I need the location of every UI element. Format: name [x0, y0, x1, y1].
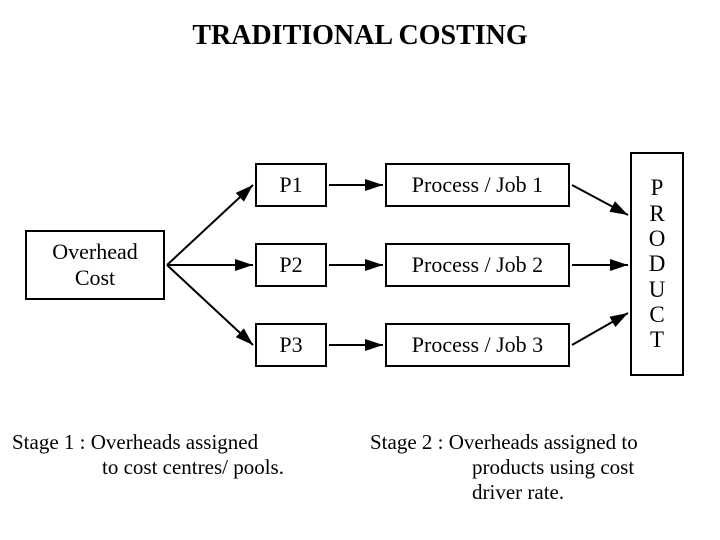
stage2-line3: driver rate.: [370, 480, 700, 505]
stage1-caption: Stage 1 : Overheads assigned to cost cen…: [0, 430, 370, 505]
arrow-overhead-p3: [167, 265, 253, 345]
product-letter-4: U: [649, 277, 666, 302]
stage2-line1: Stage 2 : Overheads assigned to: [370, 430, 700, 455]
product-letter-5: C: [649, 302, 664, 327]
arrow-overhead-p1: [167, 185, 253, 265]
process-job-box-3: Process / Job 3: [385, 323, 570, 367]
product-letter-6: T: [650, 327, 664, 352]
product-letter-1: R: [649, 201, 664, 226]
overhead-line1: Overhead: [52, 239, 138, 265]
product-letter-0: P: [651, 175, 664, 200]
arrow-pj1-product: [572, 185, 628, 215]
stage1-line1: Stage 1 : Overheads assigned: [12, 430, 350, 455]
stage2-caption: Stage 2 : Overheads assigned to products…: [370, 430, 720, 505]
stage-captions: Stage 1 : Overheads assigned to cost cen…: [0, 430, 720, 505]
product-letter-2: O: [649, 226, 666, 251]
process-job-box-2: Process / Job 2: [385, 243, 570, 287]
overhead-cost-box: Overhead Cost: [25, 230, 165, 300]
stage2-line2: products using cost: [370, 455, 700, 480]
product-letter-3: D: [649, 251, 666, 276]
overhead-line2: Cost: [75, 265, 115, 291]
pool-box-p1: P1: [255, 163, 327, 207]
diagram-title: TRADITIONAL COSTING: [0, 20, 720, 52]
pool-box-p2: P2: [255, 243, 327, 287]
pool-box-p3: P3: [255, 323, 327, 367]
arrow-pj3-product: [572, 313, 628, 345]
process-job-box-1: Process / Job 1: [385, 163, 570, 207]
stage1-line2: to cost centres/ pools.: [12, 455, 350, 480]
product-box: PRODUCT: [630, 152, 684, 376]
